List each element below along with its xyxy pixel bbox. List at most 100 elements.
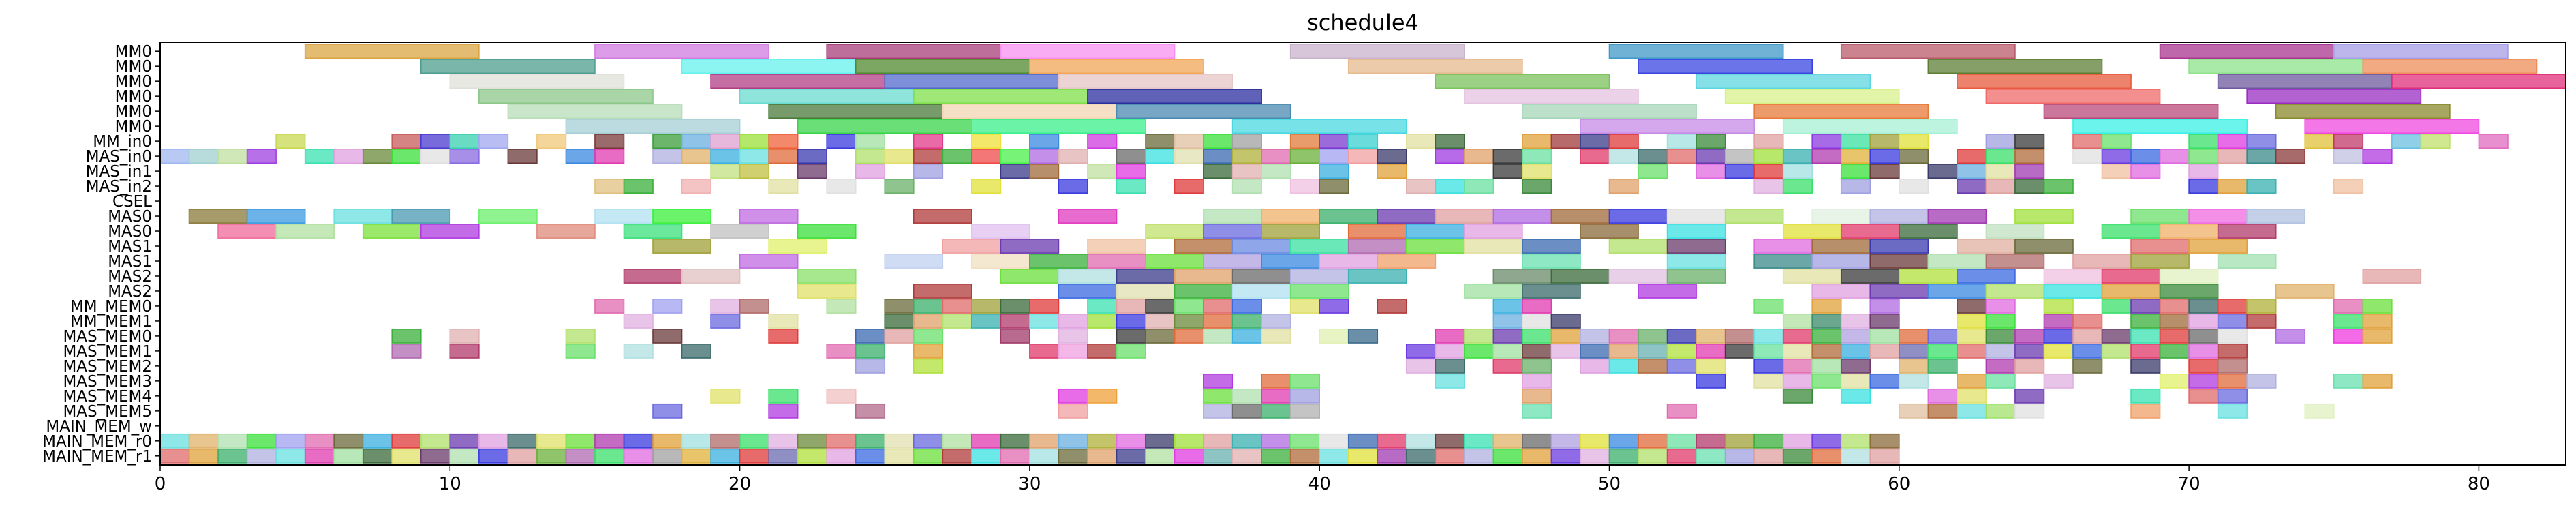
task-bar: [1899, 358, 1929, 374]
task-bar: [739, 134, 769, 149]
task-bar: [1811, 358, 1842, 374]
task-bar: [1724, 329, 1755, 344]
task-bar: [1058, 284, 1118, 299]
task-bar: [1927, 403, 1958, 419]
task-bar: [1869, 284, 1929, 299]
task-bar: [2188, 59, 2364, 74]
task-bar: [2014, 343, 2045, 359]
task-bar: [623, 269, 683, 284]
task-bar: [971, 224, 1030, 239]
task-bar: [710, 149, 741, 164]
task-bar: [1522, 134, 1552, 149]
task-bar: [188, 209, 248, 224]
task-bar: [391, 433, 422, 449]
task-bar: [1522, 179, 1552, 194]
task-bar: [1782, 269, 1842, 284]
task-bar: [1811, 149, 1842, 164]
task-bar: [1116, 179, 1146, 194]
task-bar: [159, 433, 190, 449]
lane-label: MAS_MEM3: [63, 373, 152, 391]
task-bar: [1116, 269, 1176, 284]
task-bar: [565, 448, 596, 464]
task-bar: [913, 433, 944, 449]
task-bar: [2014, 209, 2074, 224]
task-bar: [1782, 224, 1842, 239]
task-bar: [1840, 134, 1871, 149]
task-bar: [739, 149, 769, 164]
lane-labels: MM0MM0MM0MM0MM0MM0MM_in0MAS_in0MAS_in1MA…: [42, 43, 160, 466]
task-bar: [1753, 254, 1813, 269]
task-bar: [2188, 299, 2219, 314]
task-bar: [652, 329, 683, 344]
task-bar: [1058, 329, 1088, 344]
task-bar: [1116, 104, 1291, 119]
task-bar: [1231, 314, 1262, 329]
task-bar: [2217, 403, 2248, 419]
task-bar: [2217, 358, 2248, 374]
task-bar: [2188, 209, 2248, 224]
task-bar: [1087, 239, 1146, 254]
task-bar: [1811, 209, 1871, 224]
task-bar: [1550, 209, 1610, 224]
task-bar: [1782, 329, 1813, 344]
task-bar: [2159, 284, 2219, 299]
task-bar: [739, 89, 915, 104]
task-bar: [188, 448, 219, 464]
task-bar: [1753, 164, 1784, 179]
task-bar: [2014, 403, 2045, 419]
task-bar: [942, 104, 1118, 119]
task-bar: [1231, 134, 1262, 149]
task-bar: [2217, 388, 2248, 404]
task-bar: [1696, 448, 1726, 464]
task-bar: [971, 119, 1146, 134]
task-bar: [2130, 329, 2161, 344]
task-bar: [1522, 314, 1552, 329]
task-bar: [2391, 134, 2422, 149]
task-bar: [884, 254, 944, 269]
task-bar: [1927, 59, 2103, 74]
task-bar: [1522, 149, 1552, 164]
task-bar: [1231, 329, 1262, 344]
task-bar: [2130, 358, 2161, 374]
task-bar: [1550, 448, 1581, 464]
task-bar: [681, 134, 711, 149]
task-bar: [2333, 179, 2364, 194]
task-bar: [1174, 329, 1204, 344]
task-bar: [2246, 299, 2277, 314]
task-bar: [2014, 388, 2045, 404]
task-bar: [1522, 239, 1581, 254]
task-bar: [1869, 299, 1900, 314]
task-bar: [1550, 329, 1581, 344]
lane-label: MAS_MEM1: [63, 343, 152, 361]
task-bar: [2188, 329, 2219, 344]
task-bar: [2101, 134, 2132, 149]
task-bar: [217, 149, 248, 164]
task-bar: [1666, 209, 1726, 224]
task-bar: [275, 224, 335, 239]
task-bar: [1000, 329, 1030, 344]
task-bar: [188, 433, 219, 449]
task-bar: [2188, 164, 2219, 179]
task-bar: [2130, 209, 2190, 224]
task-bar: [1811, 373, 1842, 389]
task-bar: [1899, 373, 1929, 389]
task-bar: [2101, 343, 2132, 359]
task-bar: [1231, 448, 1262, 464]
task-bar: [362, 224, 422, 239]
task-bar: [1203, 134, 1233, 149]
task-bar: [1608, 149, 1639, 164]
task-bar: [1696, 74, 1871, 89]
task-bar: [1811, 299, 1842, 314]
task-bar: [1696, 164, 1726, 179]
task-bar: [652, 433, 683, 449]
task-bar: [623, 224, 683, 239]
task-bar: [1145, 254, 1204, 269]
task-bar: [1666, 433, 1697, 449]
task-bar: [1377, 209, 1437, 224]
task-bar: [1231, 403, 1262, 419]
task-bar: [768, 134, 799, 149]
task-bar: [1492, 164, 1523, 179]
task-bar: [1840, 388, 1871, 404]
task-bar: [1377, 433, 1407, 449]
task-bar: [1492, 329, 1523, 344]
